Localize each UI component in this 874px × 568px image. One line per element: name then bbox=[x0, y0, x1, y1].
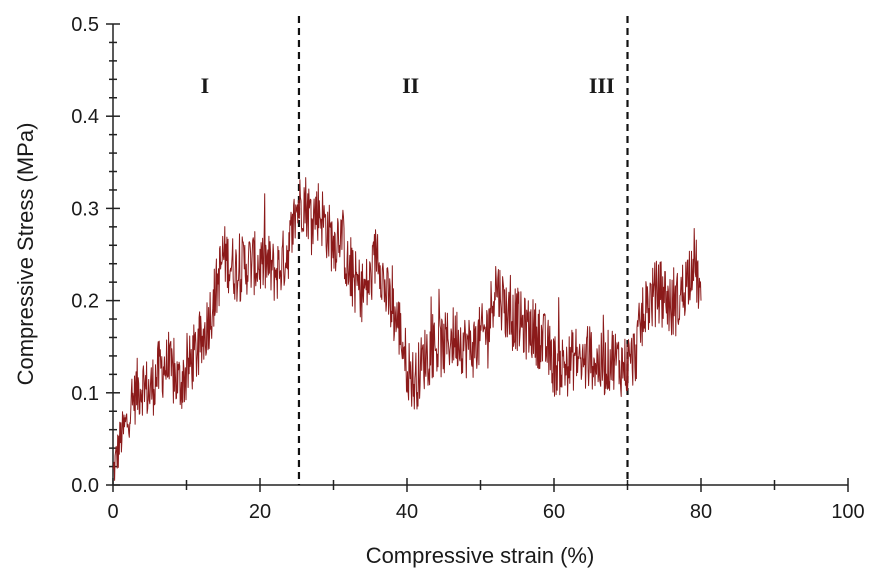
y-ticks: 0.0 0.1 0.2 0.3 0.4 0.5 bbox=[71, 14, 120, 497]
y-tick-label: 0.4 bbox=[71, 106, 99, 128]
y-tick-label: 0.2 bbox=[71, 291, 99, 313]
y-axis-label: Compressive Stress (MPa) bbox=[13, 123, 38, 386]
stress-strain-series-line bbox=[112, 177, 702, 481]
region-label-ii: II bbox=[402, 73, 419, 98]
series-group bbox=[112, 177, 702, 481]
x-tick-label: 20 bbox=[249, 501, 271, 523]
region-dividers bbox=[297, 16, 629, 485]
x-tick-label: 40 bbox=[396, 501, 418, 523]
x-tick-label: 60 bbox=[543, 501, 565, 523]
x-ticks: 0 20 40 60 80 100 bbox=[107, 478, 865, 523]
x-axis-label: Compressive strain (%) bbox=[366, 543, 595, 568]
x-tick-label: 0 bbox=[107, 501, 118, 523]
y-tick-label: 0.3 bbox=[71, 198, 99, 220]
y-tick-label: 0.5 bbox=[71, 14, 99, 36]
y-tick-label: 0.0 bbox=[71, 475, 99, 497]
region-label-iii: III bbox=[589, 73, 615, 98]
x-tick-label: 80 bbox=[690, 501, 712, 523]
x-tick-label: 100 bbox=[831, 501, 864, 523]
y-tick-label: 0.1 bbox=[71, 383, 99, 405]
region-labels: I II III bbox=[201, 73, 615, 98]
region-label-i: I bbox=[201, 73, 210, 98]
